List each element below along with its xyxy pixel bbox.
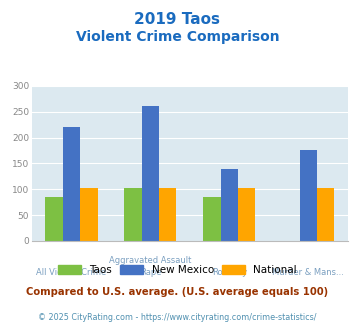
Bar: [238, 188, 256, 241]
Bar: [221, 169, 238, 241]
Bar: [317, 188, 334, 241]
Bar: [142, 107, 159, 241]
Bar: [124, 188, 142, 241]
Text: Murder & Mans...: Murder & Mans...: [273, 268, 344, 277]
Text: Rape: Rape: [140, 268, 161, 277]
Text: Compared to U.S. average. (U.S. average equals 100): Compared to U.S. average. (U.S. average …: [26, 287, 329, 297]
Bar: [80, 188, 98, 241]
Legend: Taos, New Mexico, National: Taos, New Mexico, National: [54, 261, 301, 280]
Text: Robbery: Robbery: [212, 268, 247, 277]
Bar: [159, 188, 176, 241]
Bar: [203, 197, 221, 241]
Bar: [300, 150, 317, 241]
Bar: [45, 197, 63, 241]
Text: Violent Crime Comparison: Violent Crime Comparison: [76, 30, 279, 44]
Text: Aggravated Assault: Aggravated Assault: [109, 256, 192, 265]
Text: © 2025 CityRating.com - https://www.cityrating.com/crime-statistics/: © 2025 CityRating.com - https://www.city…: [38, 313, 317, 322]
Text: 2019 Taos: 2019 Taos: [135, 12, 220, 26]
Text: All Violent Crime: All Violent Crime: [36, 268, 106, 277]
Bar: [63, 127, 80, 241]
